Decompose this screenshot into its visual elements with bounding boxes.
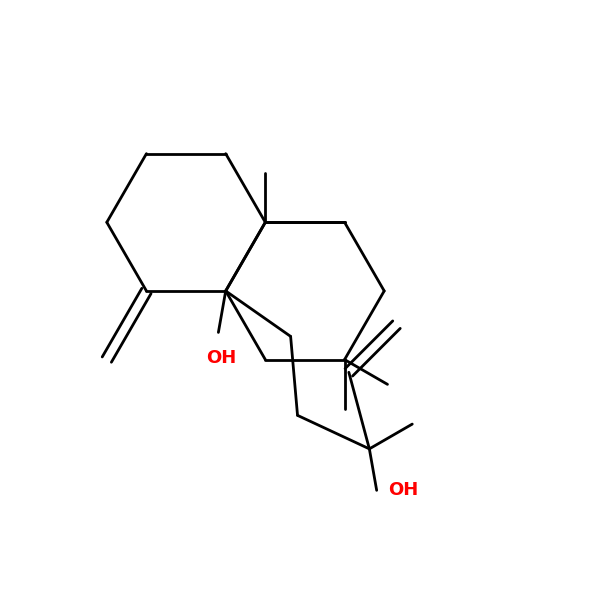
Text: OH: OH [206, 349, 237, 367]
Text: OH: OH [389, 481, 419, 499]
